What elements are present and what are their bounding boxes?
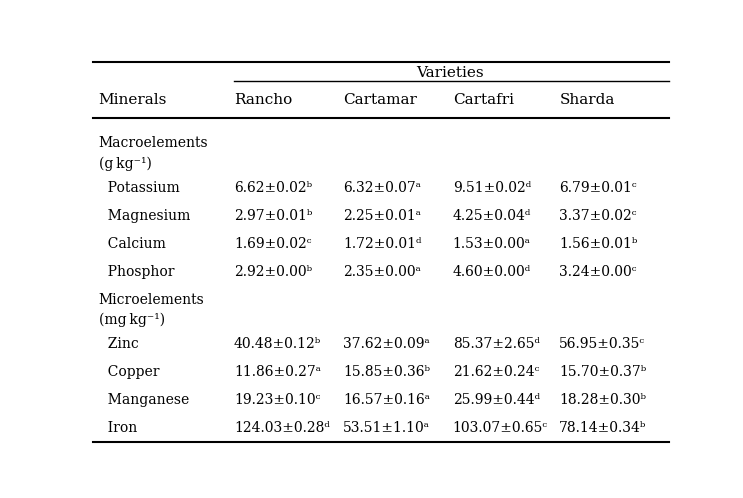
Text: Macroelements: Macroelements: [99, 136, 208, 150]
Text: Minerals: Minerals: [99, 93, 167, 107]
Text: 1.69±0.02ᶜ: 1.69±0.02ᶜ: [234, 237, 311, 250]
Text: Microelements: Microelements: [99, 292, 204, 307]
Text: 11.86±0.27ᵃ: 11.86±0.27ᵃ: [234, 365, 321, 378]
Text: Copper: Copper: [99, 365, 159, 378]
Text: Sharda: Sharda: [559, 93, 614, 107]
Text: Phosphor: Phosphor: [99, 264, 174, 278]
Text: 40.48±0.12ᵇ: 40.48±0.12ᵇ: [234, 337, 321, 351]
Text: 4.60±0.00ᵈ: 4.60±0.00ᵈ: [452, 264, 531, 278]
Text: 2.25±0.01ᵃ: 2.25±0.01ᵃ: [343, 209, 421, 223]
Text: 4.25±0.04ᵈ: 4.25±0.04ᵈ: [452, 209, 531, 223]
Text: 2.35±0.00ᵃ: 2.35±0.00ᵃ: [343, 264, 421, 278]
Text: 6.62±0.02ᵇ: 6.62±0.02ᵇ: [234, 181, 312, 195]
Text: 2.97±0.01ᵇ: 2.97±0.01ᵇ: [234, 209, 312, 223]
Text: Potassium: Potassium: [99, 181, 179, 195]
Text: Zinc: Zinc: [99, 337, 138, 351]
Text: Magnesium: Magnesium: [99, 209, 190, 223]
Text: 1.72±0.01ᵈ: 1.72±0.01ᵈ: [343, 237, 422, 250]
Text: (mg kg⁻¹): (mg kg⁻¹): [99, 313, 165, 327]
Text: 15.70±0.37ᵇ: 15.70±0.37ᵇ: [559, 365, 646, 378]
Text: 1.56±0.01ᵇ: 1.56±0.01ᵇ: [559, 237, 637, 250]
Text: Varieties: Varieties: [416, 66, 484, 80]
Text: 124.03±0.28ᵈ: 124.03±0.28ᵈ: [234, 421, 330, 435]
Text: 53.51±1.10ᵃ: 53.51±1.10ᵃ: [343, 421, 430, 435]
Text: 9.51±0.02ᵈ: 9.51±0.02ᵈ: [452, 181, 531, 195]
Text: 78.14±0.34ᵇ: 78.14±0.34ᵇ: [559, 421, 646, 435]
Text: 3.24±0.00ᶜ: 3.24±0.00ᶜ: [559, 264, 637, 278]
Text: 2.92±0.00ᵇ: 2.92±0.00ᵇ: [234, 264, 312, 278]
Text: 103.07±0.65ᶜ: 103.07±0.65ᶜ: [452, 421, 548, 435]
Text: 85.37±2.65ᵈ: 85.37±2.65ᵈ: [452, 337, 539, 351]
Text: Cartafri: Cartafri: [452, 93, 513, 107]
Text: Rancho: Rancho: [234, 93, 292, 107]
Text: Calcium: Calcium: [99, 237, 166, 250]
Text: 37.62±0.09ᵃ: 37.62±0.09ᵃ: [343, 337, 430, 351]
Text: 18.28±0.30ᵇ: 18.28±0.30ᵇ: [559, 392, 646, 406]
Text: 3.37±0.02ᶜ: 3.37±0.02ᶜ: [559, 209, 637, 223]
Text: 15.85±0.36ᵇ: 15.85±0.36ᵇ: [343, 365, 430, 378]
Text: 25.99±0.44ᵈ: 25.99±0.44ᵈ: [452, 392, 540, 406]
Text: 21.62±0.24ᶜ: 21.62±0.24ᶜ: [452, 365, 539, 378]
Text: (g kg⁻¹): (g kg⁻¹): [99, 156, 152, 171]
Text: 6.32±0.07ᵃ: 6.32±0.07ᵃ: [343, 181, 421, 195]
Text: 56.95±0.35ᶜ: 56.95±0.35ᶜ: [559, 337, 646, 351]
Text: 16.57±0.16ᵃ: 16.57±0.16ᵃ: [343, 392, 430, 406]
Text: Iron: Iron: [99, 421, 137, 435]
Text: Manganese: Manganese: [99, 392, 189, 406]
Text: 19.23±0.10ᶜ: 19.23±0.10ᶜ: [234, 392, 320, 406]
Text: 6.79±0.01ᶜ: 6.79±0.01ᶜ: [559, 181, 637, 195]
Text: Cartamar: Cartamar: [343, 93, 418, 107]
Text: 1.53±0.00ᵃ: 1.53±0.00ᵃ: [452, 237, 531, 250]
